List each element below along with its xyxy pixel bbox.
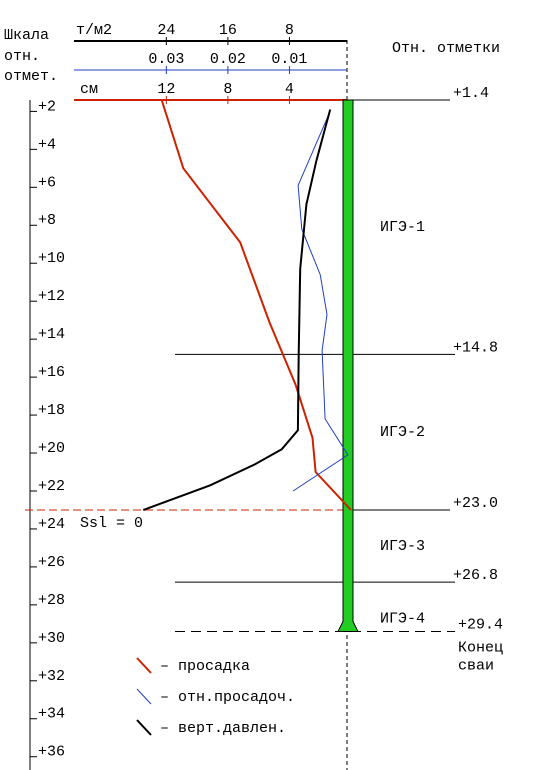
x-axis-unit: см <box>80 81 98 98</box>
y-tick-label: +6 <box>38 174 56 191</box>
layer-label: ИГЭ-3 <box>380 538 425 555</box>
series-line <box>292 111 349 492</box>
y-tick-label: +18 <box>38 402 65 419</box>
y-tick-label: +34 <box>38 706 65 723</box>
y-tick-label: +36 <box>38 744 65 761</box>
legend-label: – верт.давлен. <box>160 720 286 737</box>
y-tick-label: +30 <box>38 630 65 647</box>
x-tick-label: 8 <box>285 22 294 39</box>
y-tick-label: +22 <box>38 478 65 495</box>
legend-marker <box>136 657 152 674</box>
pile-tip-label: сваи <box>458 657 494 674</box>
y-tick-label: +24 <box>38 516 65 533</box>
layer-label: ИГЭ-2 <box>380 424 425 441</box>
y-tick-label: +20 <box>38 440 65 457</box>
series-line <box>142 109 332 511</box>
level-label: +26.8 <box>453 567 498 584</box>
y-tick-label: +28 <box>38 592 65 609</box>
x-tick-label: 0.02 <box>210 51 246 68</box>
level-label: +23.0 <box>453 495 498 512</box>
level-label: +1.4 <box>453 85 489 102</box>
layer-label: ИГЭ-1 <box>380 219 425 236</box>
y-tick-label: +2 <box>38 98 56 115</box>
scale-title: отмет. <box>4 68 58 85</box>
y-tick-label: +12 <box>38 288 65 305</box>
level-label: +14.8 <box>453 339 498 356</box>
y-tick-label: +4 <box>38 136 56 153</box>
levels-title: Отн. отметки <box>392 40 500 57</box>
legend-label: – просадка <box>160 658 250 675</box>
x-tick-label: 24 <box>157 22 175 39</box>
legend-marker <box>136 719 152 736</box>
x-tick-label: 12 <box>157 81 175 98</box>
level-label: +29.4 <box>458 616 503 633</box>
x-tick-label: 8 <box>223 81 232 98</box>
x-tick-label: 0.01 <box>271 51 307 68</box>
legend-marker <box>136 688 152 705</box>
legend-label: – отн.просадоч. <box>160 689 295 706</box>
scale-title: Шкала <box>4 27 49 44</box>
pile-tip-label: Конец <box>458 639 503 656</box>
y-tick-label: +26 <box>38 554 65 571</box>
y-tick-label: +8 <box>38 212 56 229</box>
series-line <box>160 99 352 511</box>
scale-title: отн. <box>4 48 40 65</box>
y-tick-label: +32 <box>38 668 65 685</box>
y-tick-label: +16 <box>38 364 65 381</box>
x-axis-unit: т/м2 <box>76 22 112 39</box>
x-tick-label: 0.03 <box>148 51 184 68</box>
layer-label: ИГЭ-4 <box>380 611 425 628</box>
y-tick-label: +10 <box>38 250 65 267</box>
y-tick-label: +14 <box>38 326 65 343</box>
annotation: Ssl = 0 <box>80 515 143 532</box>
pile <box>337 99 359 632</box>
x-tick-label: 4 <box>285 81 294 98</box>
x-tick-label: 16 <box>219 22 237 39</box>
